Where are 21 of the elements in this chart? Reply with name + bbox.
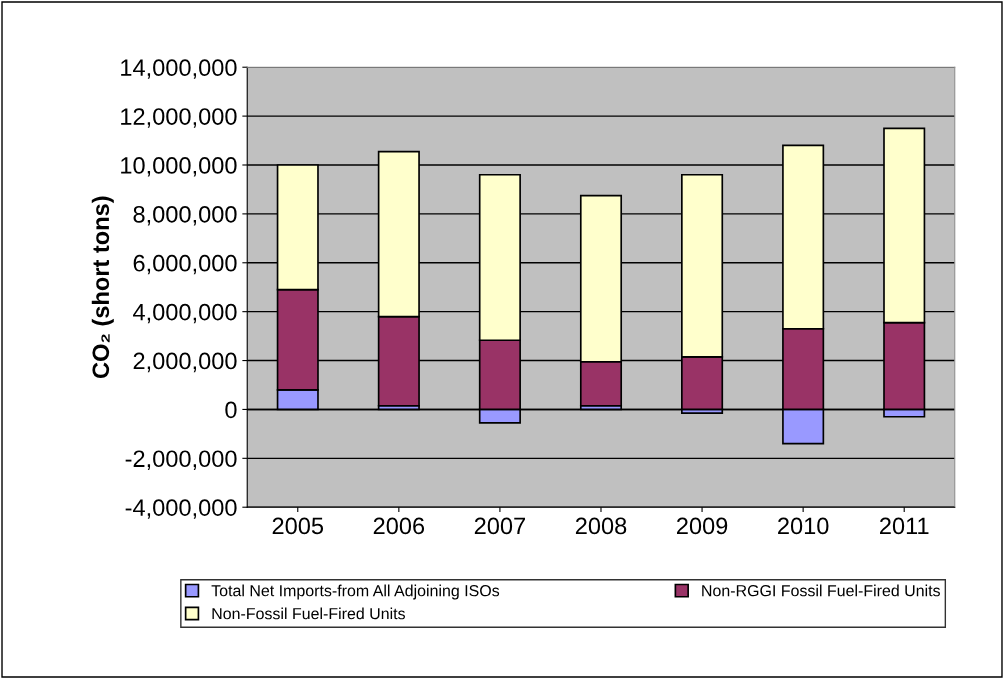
- x-tick-label: 2007: [474, 517, 525, 535]
- y-tick-label: 10,000,000: [121, 157, 237, 177]
- legend-label: Non-Fossil Fuel-Fired Units: [212, 607, 405, 620]
- y-tick-label: 8,000,000: [133, 205, 237, 226]
- x-tick-label: 2009: [676, 517, 728, 535]
- y-tick-label: 6,000,000: [133, 254, 237, 275]
- y-tick-label: 4,000,000: [133, 303, 237, 324]
- y-tick-label: 12,000,000: [121, 108, 237, 128]
- y-tick-label: -4,000,000: [125, 499, 237, 519]
- y-axis-title: CO₂ (short tons): [91, 196, 114, 379]
- legend-label: Non-RGGI Fossil Fuel-Fired Units: [702, 584, 940, 597]
- x-tick-label: 2010: [778, 517, 829, 535]
- y-tick-label: 0: [225, 401, 237, 419]
- y-tick-label: 14,000,000: [121, 59, 237, 79]
- x-tick-label: 2008: [575, 517, 627, 535]
- x-tick-label: 2006: [373, 517, 425, 535]
- x-tick-label: 2005: [272, 517, 324, 535]
- x-tick-label: 2011: [880, 517, 929, 535]
- y-tick-label: 2,000,000: [133, 352, 237, 373]
- legend-label: Total Net Imports-from All Adjoining ISOs: [211, 584, 500, 600]
- y-tick-label: -2,000,000: [125, 450, 237, 470]
